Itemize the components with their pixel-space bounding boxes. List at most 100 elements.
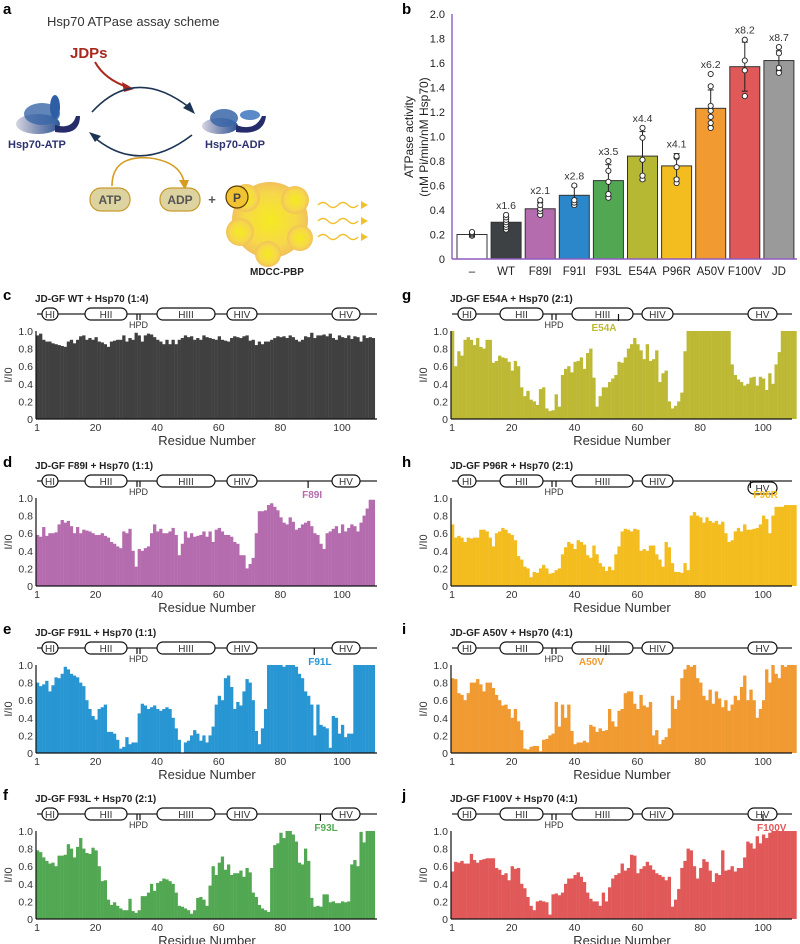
residue-bar [190, 913, 194, 919]
data-point [707, 102, 714, 109]
residue-bar [554, 394, 558, 419]
profile-panel-d: d JD-GF F89I + Hsp70 (1:1) HI HII HIII HIV HV H… [3, 454, 377, 615]
helix-domain-HI [457, 474, 477, 488]
residue-bar [143, 705, 148, 753]
residue-bar [285, 524, 289, 586]
y-tick-label: 0.6 [433, 528, 448, 540]
cycle-arrow-forward [91, 86, 191, 113]
residue-bar [727, 331, 731, 419]
residue-bar [513, 709, 518, 753]
residue-bar [771, 515, 775, 586]
residue-bar [316, 335, 320, 419]
residue-bar [617, 546, 621, 586]
x-tick-label: 20 [506, 422, 518, 434]
residue-bar [57, 678, 61, 753]
residue-bar [670, 408, 675, 419]
residue-bar [116, 739, 120, 753]
residue-bar [85, 339, 89, 419]
residue-bar [711, 331, 716, 419]
residue-bar [267, 911, 271, 919]
data-point [639, 134, 646, 141]
residue-bar [57, 855, 61, 919]
residue-bar [774, 506, 778, 586]
residue-bar [695, 515, 700, 586]
residue-bar [88, 338, 92, 419]
residue-bar [664, 880, 668, 919]
helix-domain-label: HIV [234, 810, 251, 821]
residue-bar [149, 883, 154, 919]
residue-bar [573, 361, 577, 419]
residue-bar [746, 700, 750, 753]
fold-change-label: x2.1 [530, 185, 550, 197]
residue-bar [199, 897, 203, 919]
residue-bar [325, 728, 329, 753]
residue-bar [535, 404, 540, 419]
helix-domain-label: HIII [595, 310, 611, 321]
residue-bar [82, 335, 86, 419]
residue-bar [202, 335, 206, 419]
y-tick-label: 1.0 [18, 826, 33, 838]
residue-bar [538, 568, 543, 586]
helix-domain-HIV [641, 641, 674, 655]
residue-bar [711, 522, 716, 586]
residue-bar [362, 335, 366, 419]
y-tick-label: 0.6 [18, 528, 33, 540]
helix-domain-HI [41, 474, 59, 488]
residue-bar [205, 742, 209, 753]
residue-bar [214, 704, 218, 753]
residue-bar [702, 522, 706, 586]
residue-bar [45, 535, 49, 586]
residue-bar [485, 531, 489, 586]
residue-bar [263, 910, 268, 919]
residue-bar [196, 338, 200, 419]
data-point [775, 44, 782, 51]
residue-bar [328, 902, 332, 919]
x-axis-label: Residue Number [158, 433, 256, 448]
residue-bar [257, 744, 262, 753]
residue-bar [695, 678, 700, 753]
helix-domain-HIV [226, 307, 258, 321]
residue-bar [582, 368, 587, 419]
residue-bar [285, 338, 289, 419]
residue-bar [460, 860, 464, 919]
residue-bar [545, 738, 549, 753]
residue-bar [651, 545, 656, 586]
residue-bar [186, 537, 191, 586]
residue-bar [730, 866, 734, 919]
residue-bar [156, 709, 160, 753]
residue-bar [331, 338, 335, 419]
panel-title: JD-GF F93L + Hsp70 (2:1) [35, 794, 156, 805]
residue-bar [513, 540, 518, 586]
residue-bar [88, 709, 92, 753]
residue-bar [248, 872, 252, 919]
x-tick-label: 80 [275, 756, 287, 768]
helix-domain-label: HIV [649, 810, 666, 821]
residue-bar [202, 531, 206, 586]
residue-bar [334, 717, 339, 753]
helix-domain-HV [331, 307, 361, 321]
residue-bar [39, 852, 43, 919]
residue-bar [190, 533, 194, 586]
residue-bar [177, 905, 181, 919]
residue-bar [273, 506, 277, 586]
residue-bar [196, 897, 200, 919]
residue-bar [303, 848, 308, 919]
residue-bar [69, 673, 74, 753]
y-tick-label: 0.4 [18, 879, 33, 891]
helix-domain-label: HIII [595, 477, 611, 488]
residue-bar [45, 341, 49, 419]
residue-bar [746, 529, 750, 586]
residue-bar [680, 572, 684, 586]
residue-bar [582, 740, 587, 753]
helix-domain-label: HIV [649, 644, 666, 655]
residue-bar [128, 338, 132, 419]
residue-bar [233, 709, 237, 753]
x-axis-label: Residue Number [573, 933, 671, 944]
data-point [605, 167, 612, 174]
residue-bar [733, 871, 737, 919]
residue-bar [724, 700, 728, 753]
residue-bar [371, 499, 376, 586]
residue-bar [307, 695, 311, 753]
y-tick-label: 0.8 [433, 344, 448, 356]
residue-bar [739, 867, 744, 919]
